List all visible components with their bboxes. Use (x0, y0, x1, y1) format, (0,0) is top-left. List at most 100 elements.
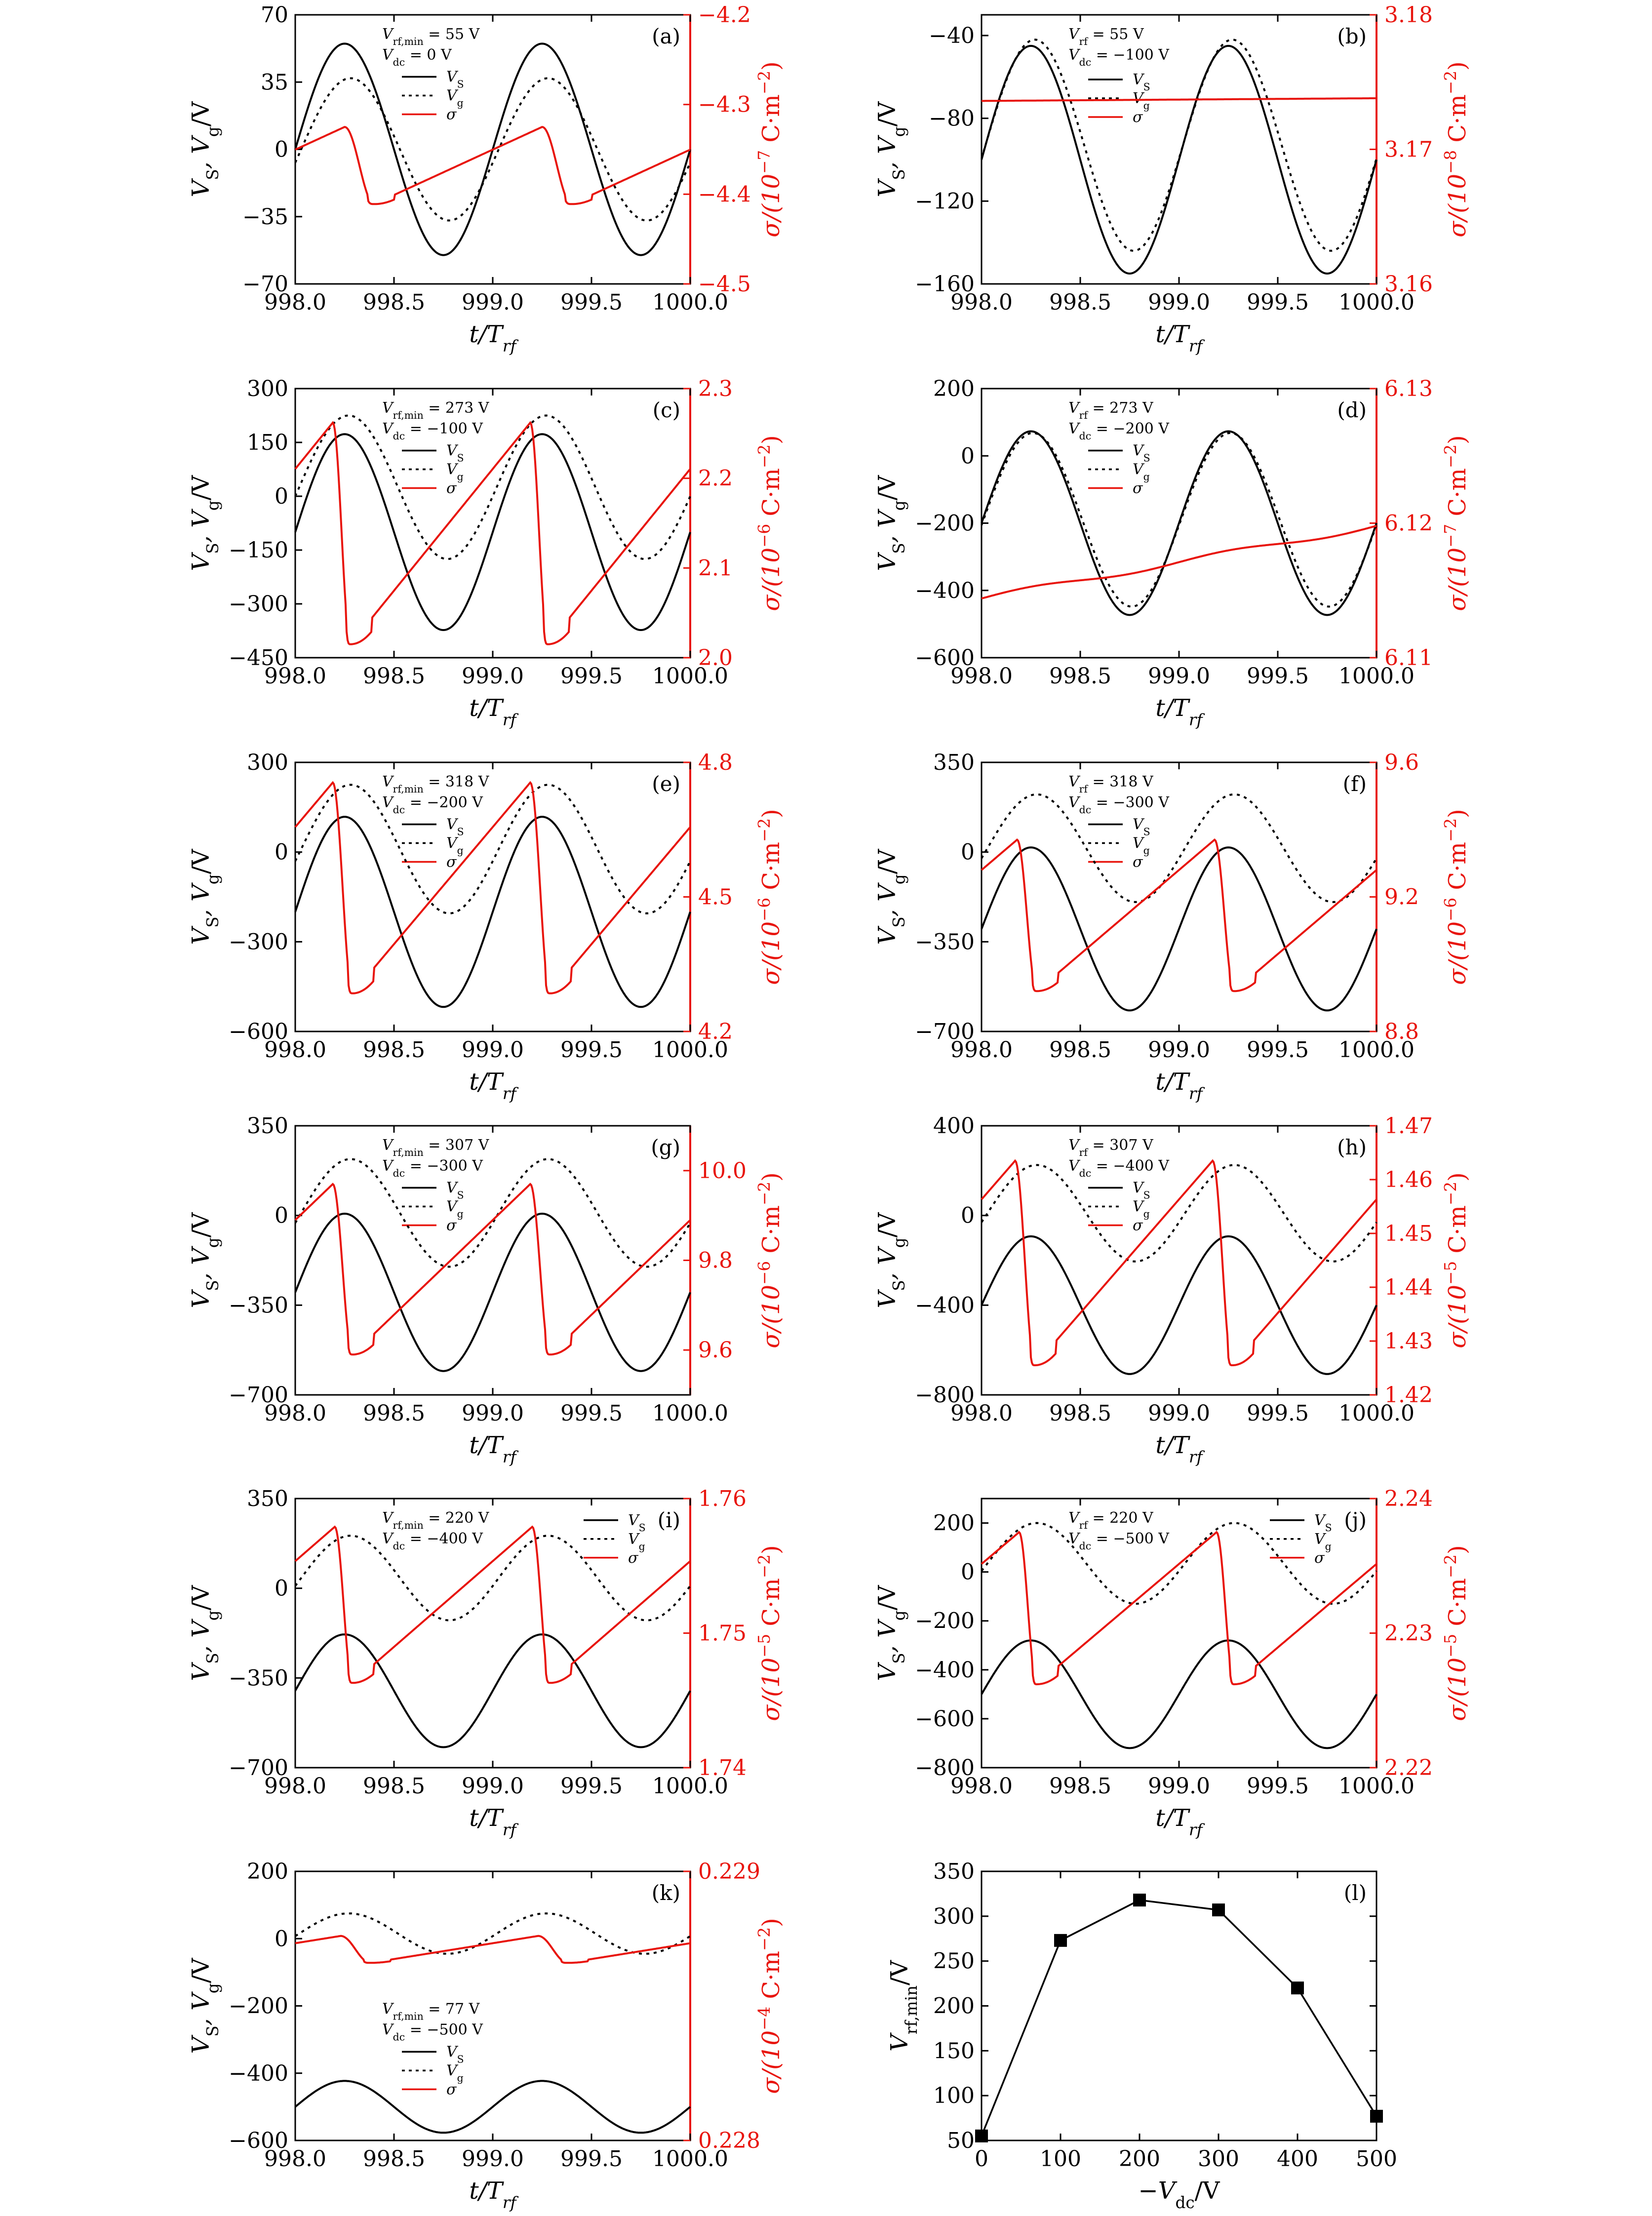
x-tick-label: 1000.0 (652, 1401, 728, 1426)
annotation-vdc: Vdc = −100 V (1068, 46, 1170, 68)
y-tick-label: −350 (229, 1665, 288, 1691)
y-tick-label: 150 (247, 430, 288, 455)
y2-tick-label: 0.229 (698, 1859, 760, 1884)
y-tick-label: 300 (247, 750, 288, 775)
data-point (1133, 1894, 1146, 1907)
y-tick-label: 350 (933, 1859, 975, 1884)
y2-tick-label: 1.42 (1384, 1383, 1433, 1408)
legend-label-sigma: σ (1314, 1549, 1325, 1567)
panel-label: (c) (653, 398, 680, 422)
y-tick-label: 0 (961, 840, 975, 865)
panel-label: (j) (1344, 1508, 1367, 1532)
y-tick-label: 400 (933, 1113, 975, 1139)
y-tick-label: −600 (229, 2128, 288, 2153)
y-axis-label: VS, Vg/V (187, 1957, 222, 2054)
legend-label-vg: Vg (446, 2062, 464, 2084)
x-tick-label: 998.5 (363, 1774, 425, 1799)
y2-tick-label: 9.6 (1384, 750, 1419, 775)
x-tick-label: 998.5 (1049, 1774, 1111, 1799)
panel-label: (d) (1337, 398, 1367, 422)
series-vs (294, 2080, 691, 2134)
y2-axis-label: σ/(10−7 C·m−2) (1441, 435, 1471, 611)
series-vg (294, 414, 691, 560)
x-tick-label: 1000.0 (1338, 1774, 1415, 1799)
series-sigma (295, 1935, 691, 1964)
y2-axis-label: σ/(10−6 C·m−2) (1441, 809, 1471, 985)
y2-tick-label: 3.18 (1384, 2, 1433, 28)
annotation-vrf: Vrf,min = 273 V (382, 399, 490, 421)
y2-tick-label: 2.0 (698, 645, 733, 671)
x-axis-label: t/Trf (469, 1431, 518, 1466)
annotation-vrf: Vrf = 220 V (1068, 1509, 1154, 1531)
x-tick-label: 998.5 (363, 1401, 425, 1426)
y-axis-label: Vrf,min/V (886, 1960, 921, 2052)
y2-tick-label: 9.6 (698, 1338, 733, 1363)
x-tick-label: 999.5 (560, 664, 623, 689)
x-tick-label: 1000.0 (1338, 664, 1415, 689)
legend-label-sigma: σ (1133, 480, 1143, 497)
y-tick-label: −200 (915, 511, 975, 536)
series-vg (981, 39, 1377, 252)
y2-tick-label: −4.3 (698, 92, 751, 118)
data-point (1054, 1934, 1067, 1947)
y2-tick-label: −4.2 (698, 2, 751, 28)
y2-tick-label: −4.5 (698, 272, 751, 297)
legend-label-vg: Vg (446, 87, 464, 109)
legend-label-vg: Vg (628, 1531, 645, 1552)
annotation-vdc: Vdc = −300 V (382, 1157, 483, 1179)
x-tick-label: 1000.0 (1338, 1401, 1415, 1426)
legend-label-sigma: σ (446, 106, 457, 123)
panel-l: 0 100 200 300 400 500 50 100 150 200 250 300 350 −Vdc… (886, 1859, 1397, 2212)
x-tick-label: 998.0 (950, 1401, 1013, 1426)
series-vg (294, 1535, 691, 1622)
series-sigma (981, 838, 1377, 992)
series-vg (294, 1912, 691, 1955)
y-tick-label: 0 (275, 840, 288, 865)
y-tick-label: −35 (242, 204, 288, 230)
y2-tick-label: 2.1 (698, 555, 733, 581)
x-tick-label: 999.5 (560, 2146, 623, 2172)
y2-axis-label: σ/(10−7 C·m−2) (755, 61, 785, 237)
panel-c: 998.0 998.5 999.0 999.5 1000.0 −450 −300 −150 0 1… (187, 376, 785, 729)
y-tick-label: −120 (915, 189, 975, 214)
series-sigma (981, 1159, 1377, 1366)
legend-label-vg: Vg (446, 1198, 464, 1220)
y-tick-label: −350 (229, 1293, 288, 1318)
y-tick-label: −200 (915, 1609, 975, 1634)
legend-label-vg: Vg (446, 461, 464, 483)
y-tick-label: 200 (933, 1994, 975, 2019)
legend-label-vs: VS (1133, 442, 1150, 464)
y-tick-label: −400 (915, 1658, 975, 1683)
y2-tick-label: 2.23 (1384, 1621, 1433, 1646)
y-tick-label: 250 (933, 1949, 975, 1974)
legend-label-vg: Vg (1314, 1531, 1332, 1552)
annotation-vrf: Vrf = 318 V (1068, 773, 1154, 795)
annotation-vdc: Vdc = 0 V (382, 46, 452, 68)
series-vs (294, 1633, 691, 1748)
y-tick-label: 200 (933, 376, 975, 401)
annotation-vdc: Vdc = −200 V (382, 794, 483, 816)
panel-label: (g) (651, 1135, 680, 1159)
y-tick-label: −600 (915, 645, 975, 671)
series-sigma (294, 781, 691, 994)
x-tick-label: 998.0 (264, 664, 326, 689)
y-tick-label: −400 (915, 578, 975, 603)
panel-label: (k) (652, 1881, 680, 1905)
data-point (975, 2129, 988, 2142)
x-tick-label: 998.0 (950, 1037, 1013, 1063)
legend-label-vs: VS (446, 1180, 464, 1201)
y-tick-label: −40 (929, 23, 975, 48)
y2-tick-label: 2.3 (698, 376, 733, 401)
x-tick-label: 998.5 (363, 664, 425, 689)
series-sigma (295, 126, 691, 205)
y-tick-label: −300 (229, 929, 288, 954)
annotation-vrf: Vrf = 273 V (1068, 399, 1154, 421)
y2-tick-label: 1.75 (698, 1621, 747, 1646)
panel-label: (a) (652, 24, 680, 48)
y-axis-label: VS, Vg/V (187, 1584, 222, 1681)
y-axis-label: VS, Vg/V (187, 101, 222, 197)
series-vg (981, 793, 1377, 903)
panel-g: 998.0 998.5 999.0 999.5 1000.0 −700 −350 0 350 9.… (187, 1113, 785, 1466)
x-tick-label: 999.0 (1148, 290, 1210, 315)
y2-tick-label: 1.44 (1384, 1275, 1433, 1300)
